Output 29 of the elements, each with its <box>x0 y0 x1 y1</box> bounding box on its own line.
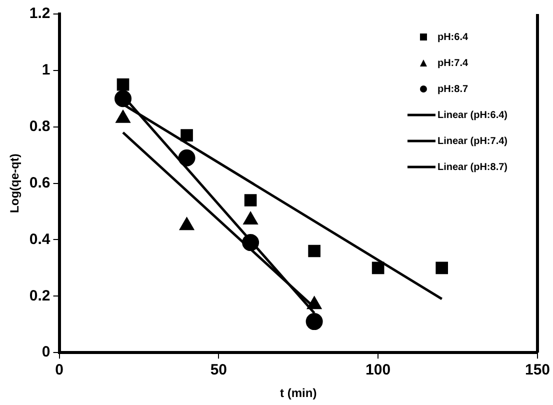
y-tick-label: 1 <box>42 62 50 79</box>
y-tick-label: 0.4 <box>29 230 51 248</box>
x-tick-label: 100 <box>366 362 391 379</box>
y-tick-label: 0.8 <box>29 118 50 136</box>
x-tick-label: 0 <box>55 362 64 379</box>
y-tick-label: 0.6 <box>29 174 50 192</box>
point <box>436 262 448 274</box>
y-tick-label: 0 <box>42 344 50 361</box>
point <box>180 129 193 142</box>
point <box>114 90 132 108</box>
legend-label: Linear (pH:7.4) <box>437 136 508 147</box>
legend-label: pH:7.4 <box>437 58 468 69</box>
point <box>372 262 384 274</box>
y-tick-label: 1.2 <box>29 5 50 22</box>
point <box>178 149 196 166</box>
legend-label: Linear (pH:6.4) <box>437 110 508 121</box>
x-tick-label: 150 <box>524 362 550 379</box>
y-axis-title: Log(qe-qt) <box>8 154 22 213</box>
point <box>308 244 320 258</box>
point <box>242 234 260 252</box>
point <box>116 78 130 91</box>
point <box>306 313 323 330</box>
point <box>244 194 257 206</box>
legend-label: pH:8.7 <box>437 84 468 95</box>
legend-label: Linear (pH:8.7) <box>437 162 508 173</box>
y-tick-label: 0.2 <box>29 287 50 304</box>
x-axis-title: t (min) <box>280 386 317 400</box>
x-tick-label: 50 <box>210 362 228 379</box>
legend-label: pH:6.4 <box>437 32 468 43</box>
